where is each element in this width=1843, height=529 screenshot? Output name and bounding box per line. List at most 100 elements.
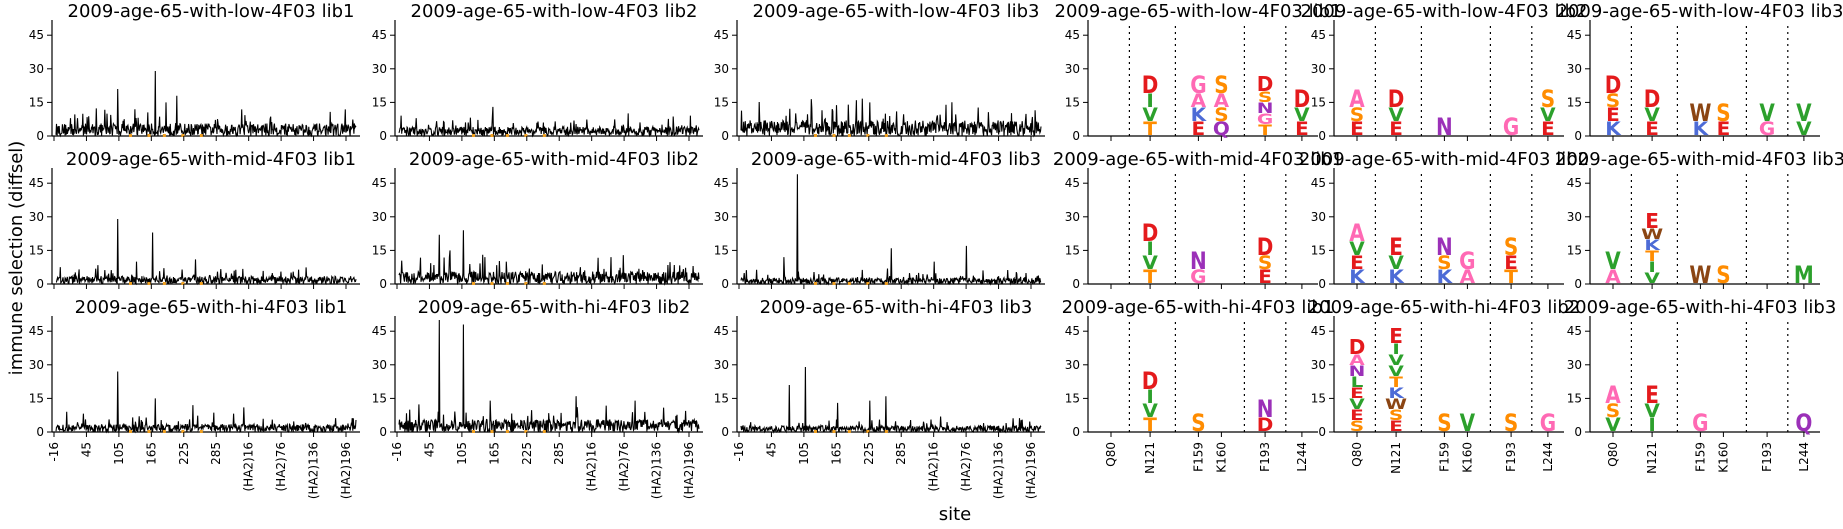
y-tick-label: 15 bbox=[29, 391, 44, 405]
logo-letter: V bbox=[1796, 118, 1812, 140]
diffsel-series bbox=[398, 106, 700, 138]
x-tick-label: 45 bbox=[764, 442, 778, 457]
x-axis-label: site bbox=[939, 504, 972, 525]
x-tick-label: L244 bbox=[1797, 442, 1811, 472]
x-tick-label: (HA2)196 bbox=[339, 442, 353, 499]
logo-letter: S bbox=[1606, 400, 1620, 422]
logo-letter: E bbox=[1192, 118, 1206, 140]
logo-letter: V bbox=[1644, 400, 1660, 422]
y-tick-label: 0 bbox=[1072, 277, 1080, 291]
panel-title: 2009-age-65-with-mid-4F03 lib3 bbox=[751, 149, 1041, 170]
panel-title: 2009-age-65-with-low-4F03 lib1 bbox=[1055, 1, 1342, 22]
y-tick-label: 45 bbox=[1311, 28, 1326, 42]
site-marker bbox=[866, 282, 870, 285]
logo-letter: A bbox=[1605, 266, 1621, 288]
site-marker bbox=[832, 430, 836, 433]
panel-title: 2009-age-65-with-low-4F03 lib1 bbox=[68, 1, 355, 22]
y-tick-label: 0 bbox=[1574, 277, 1582, 291]
logo-letter: S bbox=[1258, 252, 1272, 274]
y-tick-label: 30 bbox=[1567, 62, 1582, 76]
logo-letter: E bbox=[1350, 407, 1364, 424]
x-tick-label: 165 bbox=[829, 442, 843, 465]
x-tick-label: F159 bbox=[1191, 442, 1205, 472]
logo-letter: K bbox=[1693, 118, 1710, 140]
site-marker bbox=[814, 430, 817, 433]
logo-letter: D bbox=[1257, 414, 1274, 436]
y-tick-label: 15 bbox=[1567, 243, 1582, 257]
logo-letter: V bbox=[1349, 238, 1365, 260]
y-tick-label: 30 bbox=[1311, 62, 1326, 76]
diffsel-series bbox=[398, 319, 700, 434]
y-tick-label: 30 bbox=[1065, 210, 1080, 224]
logo-panel: 2009-age-65-with-hi-4F03 lib1 0 15 30 45 Q80 N… bbox=[1062, 297, 1335, 474]
logo-letter: I bbox=[1146, 90, 1153, 112]
logo-letter: V bbox=[1388, 363, 1404, 380]
logo-letter: S bbox=[1606, 90, 1620, 112]
site-marker bbox=[884, 134, 888, 137]
site-marker bbox=[147, 430, 151, 433]
x-tick-label: (HA2)196 bbox=[1024, 442, 1038, 499]
y-tick-label: 0 bbox=[379, 129, 387, 143]
logo-letter: A bbox=[1349, 352, 1365, 369]
panel-title: 2009-age-65-with-mid-4F03 lib1 bbox=[1053, 149, 1343, 170]
logo-panel: 2009-age-65-with-low-4F03 lib10153045TVI… bbox=[1055, 1, 1342, 143]
site-marker bbox=[524, 134, 528, 137]
x-tick-label: Q80 bbox=[1104, 442, 1118, 467]
logo-letter: V bbox=[1759, 99, 1774, 127]
x-tick-label: N121 bbox=[1389, 442, 1403, 474]
line-panel: 2009-age-65-with-hi-4F03 lib2 0 15 30 45 -16 4… bbox=[372, 297, 703, 499]
logo-letter: T bbox=[1504, 266, 1518, 288]
site-marker bbox=[542, 430, 546, 433]
logo-panel: 2009-age-65-with-mid-4F03 lib20153045KEV… bbox=[1299, 149, 1589, 291]
panel-title: 2009-age-65-with-mid-4F03 lib1 bbox=[66, 149, 356, 170]
panels: 2009-age-65-with-low-4F03 lib10153045200… bbox=[29, 1, 1843, 499]
x-tick-label: 285 bbox=[894, 442, 908, 465]
y-tick-label: 45 bbox=[1567, 324, 1582, 338]
x-tick-label: (HA2)136 bbox=[992, 442, 1006, 499]
x-tick-label: 45 bbox=[422, 442, 436, 457]
logo-letter: Q bbox=[1213, 118, 1230, 140]
site-marker bbox=[505, 430, 509, 433]
logo-letter: E bbox=[1645, 118, 1659, 140]
x-tick-label: (HA2)76 bbox=[617, 442, 631, 492]
logo-letter: N bbox=[1257, 395, 1274, 423]
y-tick-label: 30 bbox=[372, 62, 387, 76]
logo-letter: T bbox=[1389, 374, 1403, 391]
logo-letter: E bbox=[1645, 381, 1659, 409]
logo-letter: S bbox=[1504, 233, 1518, 261]
x-tick-label: (HA2)196 bbox=[682, 442, 696, 499]
x-tick-label: Q80 bbox=[1606, 442, 1620, 467]
logo-letter: W bbox=[1385, 396, 1407, 413]
logo-letter: V bbox=[1644, 270, 1660, 287]
logo-letter: S bbox=[1214, 104, 1228, 126]
logo-letter: S bbox=[1541, 85, 1555, 113]
logo-letter: V bbox=[1644, 104, 1660, 126]
y-tick-label: 30 bbox=[29, 358, 44, 372]
logo-letter: M bbox=[1794, 261, 1814, 289]
y-tick-label: 45 bbox=[1311, 324, 1326, 338]
x-tick-label: F193 bbox=[1760, 442, 1774, 472]
y-tick-label: 15 bbox=[372, 391, 387, 405]
logo-letter: E bbox=[1350, 118, 1364, 140]
site-marker bbox=[181, 134, 185, 137]
y-tick-label: 30 bbox=[1065, 62, 1080, 76]
y-tick-label: 30 bbox=[1065, 358, 1080, 372]
y-tick-label: 15 bbox=[714, 391, 729, 405]
logo-letter: D bbox=[1294, 85, 1311, 113]
x-tick-label: 285 bbox=[209, 442, 223, 465]
line-panel: 2009-age-65-with-mid-4F03 lib2 0 15 30 45 bbox=[372, 149, 703, 291]
logo-letter: S bbox=[1214, 71, 1228, 99]
logo-panel: 2009-age-65-with-low-4F03 lib30153045KES… bbox=[1557, 1, 1843, 143]
logo-letter: A bbox=[1349, 85, 1364, 113]
logo-letter: G bbox=[1540, 409, 1556, 437]
x-tick-label: 225 bbox=[177, 442, 191, 465]
y-tick-label: 45 bbox=[372, 28, 387, 42]
logo-letter: D bbox=[1257, 72, 1274, 96]
logo-letter: D bbox=[1644, 85, 1661, 113]
logo-letter: V bbox=[1142, 400, 1158, 422]
logo-letter: G bbox=[1459, 247, 1475, 275]
logo-letter: W bbox=[1641, 226, 1663, 243]
logo-letter: I bbox=[1648, 414, 1655, 436]
line-panel: 2009-age-65-with-low-4F03 lib1 0 15 30 45 bbox=[29, 1, 360, 143]
